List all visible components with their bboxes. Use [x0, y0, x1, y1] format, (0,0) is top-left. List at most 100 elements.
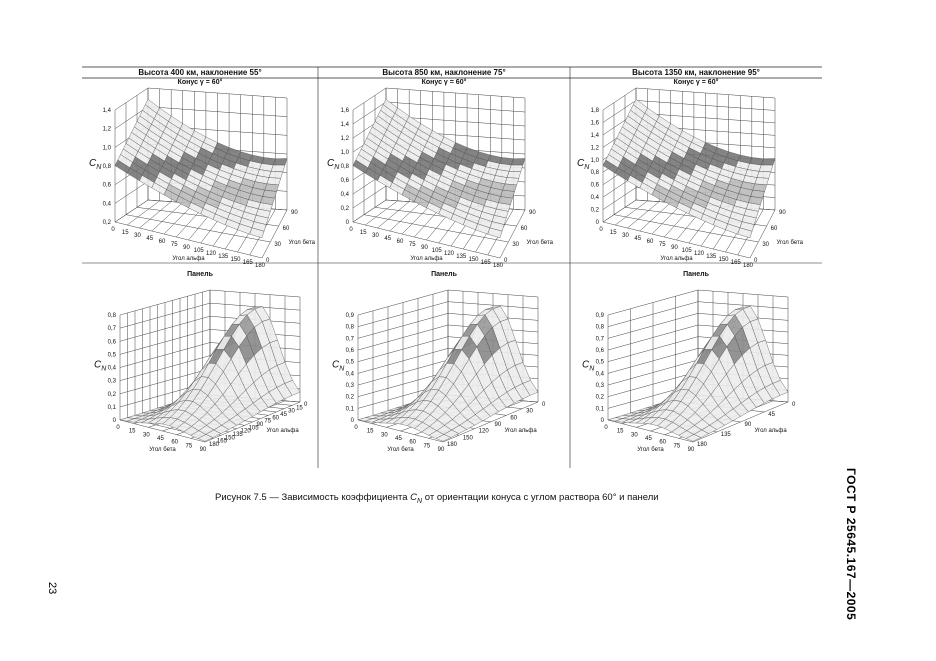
floor-grid	[377, 201, 410, 229]
x-tick-label: 180	[493, 263, 504, 269]
z-tick-label: 0,8	[591, 170, 600, 176]
floor-grid	[352, 221, 501, 259]
z-tick-label: 0,7	[108, 326, 117, 332]
y-tick-label: 45	[280, 412, 287, 418]
surface-cell	[754, 177, 770, 186]
z-tick-label: 0,4	[596, 371, 605, 377]
z-axis-symbol: C	[332, 360, 340, 371]
z-tick-label: 0,9	[346, 313, 355, 319]
z-tick-label: 0,3	[346, 383, 355, 389]
x-tick-label: 30	[622, 233, 629, 239]
surface-cell	[270, 164, 286, 172]
x-tick-label: 135	[218, 254, 229, 260]
plot-subtitle: Панель	[187, 271, 213, 278]
x-axis-label: Угол альфа	[660, 256, 693, 262]
floor-grid	[499, 209, 526, 259]
floor-grid	[151, 202, 183, 232]
surface-cell	[685, 434, 702, 442]
floor-grid	[607, 419, 694, 443]
surface-cell	[510, 158, 526, 166]
z-tick-label: 1,6	[591, 120, 600, 126]
z-tick-label: 0,5	[108, 352, 117, 358]
z-tick-label: 0,2	[103, 220, 112, 226]
caption-text: Рисунок 7.5 — Зависимость коэффициента	[215, 492, 411, 503]
z-tick-label: 0,8	[341, 164, 350, 170]
z-tick-label: 0,2	[341, 206, 350, 212]
column-title: Высота 850 км, наклонение 75°	[382, 68, 505, 77]
x-tick-label: 150	[718, 257, 729, 263]
z-tick-label: 0,4	[103, 201, 112, 207]
panel-plot	[607, 289, 789, 443]
column-title: Высота 1350 км, наклонение 95°	[632, 68, 760, 77]
z-tick-label: 0,1	[108, 405, 117, 411]
x-tick-label: 105	[432, 248, 443, 254]
y-axis-label: Угол альфа	[505, 428, 538, 434]
z-tick-label: 0,2	[596, 395, 605, 401]
z-axis-label: CN	[94, 360, 107, 373]
floor-grid	[639, 202, 671, 232]
x-tick-label: 60	[659, 440, 666, 446]
z-tick-label: 0,7	[596, 336, 605, 342]
x-tick-label: 45	[384, 236, 391, 242]
y-tick-label: 30	[526, 409, 533, 415]
z-tick-label: 0,4	[108, 366, 117, 372]
x-tick-label: 45	[146, 236, 153, 242]
figure-caption: Рисунок 7.5 — Зависимость коэффициента C…	[215, 492, 659, 505]
floor-grid	[352, 199, 387, 223]
z-tick-label: 0,7	[346, 336, 355, 342]
y-tick-label: 90	[745, 422, 752, 428]
z-tick-label: 1,2	[341, 136, 350, 142]
cone-plot	[352, 87, 526, 259]
x-tick-label: 90	[421, 245, 428, 251]
x-axis-label: Угол альфа	[410, 256, 443, 262]
x-tick-label: 30	[631, 432, 638, 438]
z-axis-label: CN	[577, 158, 590, 171]
x-tick-label: 75	[409, 242, 416, 248]
x-tick-label: 45	[634, 236, 641, 242]
cone-plot	[114, 87, 288, 259]
surface-cell	[435, 434, 452, 442]
z-tick-label: 0,3	[108, 379, 117, 385]
z-tick-label: 0,6	[103, 183, 112, 189]
z-tick-label: 1,2	[591, 145, 600, 151]
y-tick-label: 30	[274, 242, 281, 248]
z-axis-symbol: C	[327, 158, 335, 169]
y-tick-label: 0	[542, 402, 546, 408]
floor-grid	[114, 199, 149, 223]
x-tick-label: 90	[671, 245, 678, 251]
surface-cell	[266, 177, 282, 186]
x-tick-label: 45	[157, 436, 164, 442]
x-tick-label: 60	[159, 239, 166, 245]
floor-grid	[127, 200, 160, 226]
x-tick-label: 0	[116, 425, 120, 431]
x-tick-label: 150	[468, 257, 479, 263]
floor-grid	[602, 221, 751, 259]
z-axis-subscript: N	[589, 366, 595, 373]
x-tick-label: 105	[194, 248, 205, 254]
y-tick-label: 105	[249, 425, 260, 431]
z-tick-label: 0,1	[346, 406, 355, 412]
x-tick-label: 30	[372, 233, 379, 239]
panel-plot	[119, 289, 301, 443]
x-tick-label: 60	[171, 440, 178, 446]
wall-grid	[114, 181, 149, 204]
x-tick-label: 75	[185, 443, 192, 449]
wall-grid	[602, 187, 637, 210]
y-tick-label: 75	[264, 419, 271, 425]
z-axis-label: CN	[89, 158, 102, 171]
z-axis-symbol: C	[89, 158, 97, 169]
surface-cell	[504, 177, 520, 186]
z-axis-label: CN	[332, 360, 345, 373]
x-tick-label: 15	[129, 429, 136, 435]
x-tick-label: 165	[243, 260, 254, 266]
y-tick-label: 60	[283, 226, 290, 232]
floor-grid	[602, 199, 637, 223]
floor-grid	[749, 209, 776, 259]
wall-grid	[352, 185, 387, 209]
x-tick-label: 75	[423, 443, 430, 449]
x-axis-label: Угол альфа	[172, 256, 205, 262]
z-axis-subscript: N	[584, 164, 590, 171]
surface-cell	[508, 164, 524, 172]
